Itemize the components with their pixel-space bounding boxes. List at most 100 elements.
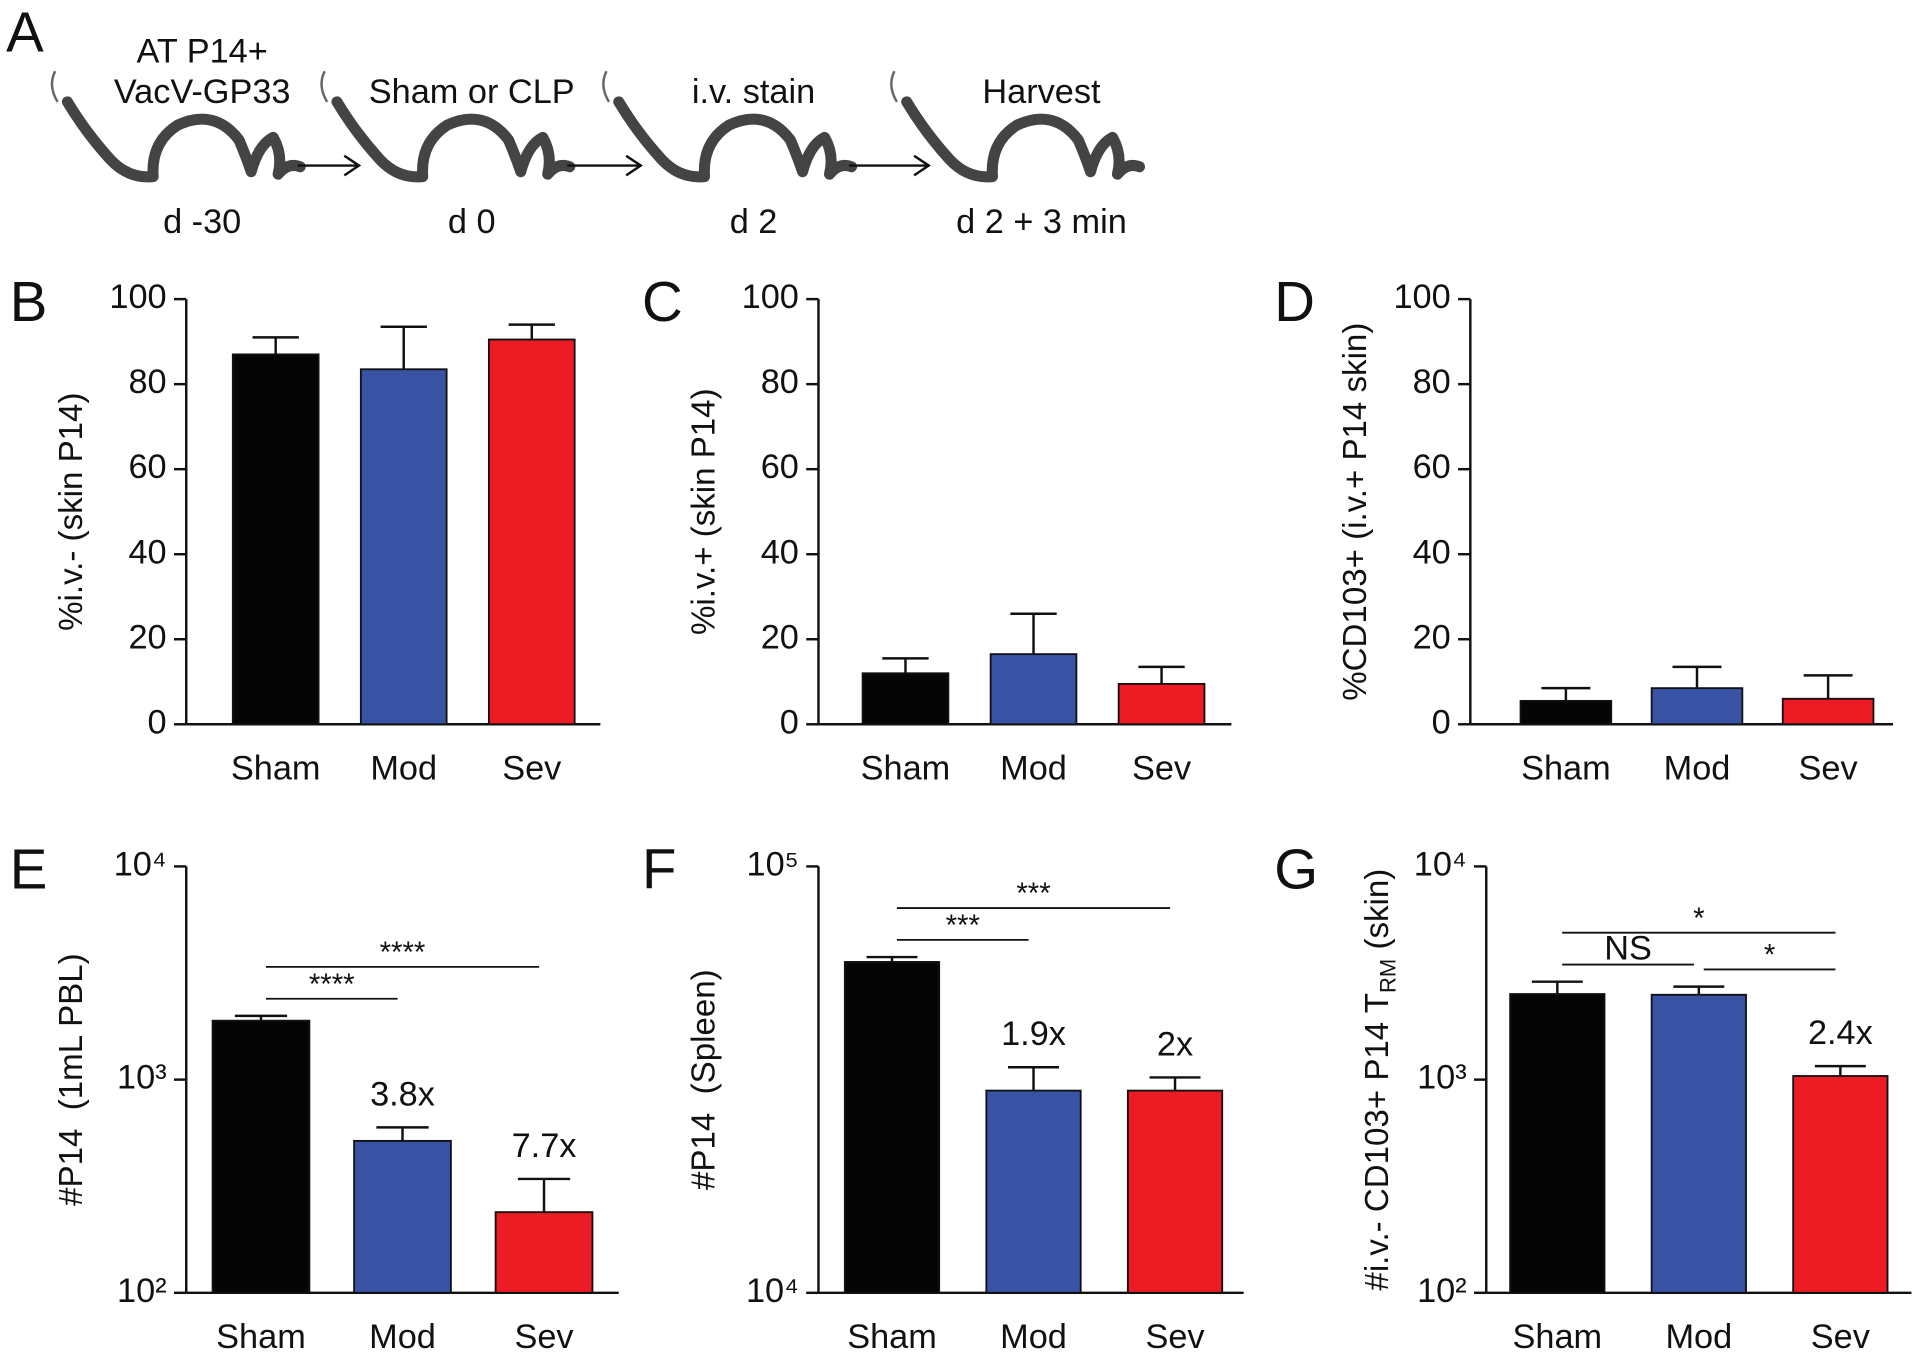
x-tick-label: Sev	[1145, 1318, 1205, 1353]
bar	[1117, 682, 1206, 726]
y-tick-label: 40	[1413, 533, 1451, 571]
mouse-body	[613, 96, 858, 183]
error-bar	[380, 325, 427, 370]
step-label: Harvest	[982, 73, 1101, 111]
y-tick-label: 40	[761, 533, 799, 571]
y-tick-label: 10⁵	[747, 845, 799, 883]
y-tick-label: 60	[761, 448, 799, 486]
y-axis-label-end: (skin)	[1359, 869, 1396, 959]
panel-letter: E	[10, 837, 48, 900]
significance-label: ****	[309, 968, 355, 1001]
significance-label: ***	[1016, 877, 1050, 910]
y-tick-label: 20	[761, 618, 799, 656]
step-label: i.v. stain	[692, 73, 815, 111]
y-tick-label: 100	[109, 278, 166, 316]
fold-change-label: 2x	[1157, 1025, 1193, 1063]
bar	[1519, 699, 1613, 726]
bar	[1650, 993, 1747, 1294]
mouse-tail	[50, 70, 59, 103]
step-time: d 0	[448, 203, 496, 241]
x-tick-label: Sham	[216, 1318, 306, 1353]
y-tick-label: 10³	[117, 1059, 167, 1097]
error-bar	[882, 657, 929, 674]
x-tick-label: Sev	[514, 1318, 574, 1353]
fold-change-label: 3.8x	[370, 1075, 435, 1113]
bar	[1509, 993, 1606, 1294]
error-bar	[1010, 612, 1057, 655]
significance-label: ***	[946, 909, 980, 942]
x-tick-label: Mod	[1000, 1318, 1067, 1353]
error-bar	[252, 336, 299, 355]
significance-label: *	[1764, 939, 1775, 972]
error-bar	[1008, 1066, 1059, 1091]
y-tick-label: 10⁴	[746, 1272, 799, 1310]
arrow	[567, 154, 644, 177]
mouse-body	[901, 96, 1146, 183]
y-tick-label: 0	[148, 703, 167, 741]
x-tick-label: Sev	[1132, 749, 1192, 787]
error-bar	[1672, 665, 1722, 689]
panel-letter: D	[1274, 270, 1315, 333]
y-tick-label: 10⁴	[1414, 845, 1467, 883]
mouse-body	[61, 96, 306, 183]
y-tick-label: 80	[761, 363, 799, 401]
y-tick-label: 20	[1413, 618, 1451, 656]
bar	[1792, 1075, 1889, 1294]
y-axis-label: %CD103+ (i.v.+ P14 skin)	[1337, 323, 1374, 701]
x-tick-label: Mod	[370, 749, 437, 787]
y-tick-label: 10²	[117, 1272, 167, 1310]
mouse-icon	[602, 70, 858, 183]
y-tick-label: 60	[128, 448, 166, 486]
step-label: VacV-GP33	[114, 73, 291, 111]
error-bar	[1138, 665, 1185, 684]
arrow	[849, 154, 931, 177]
y-tick-label: 10²	[1417, 1272, 1467, 1310]
x-tick-label: Sev	[1811, 1318, 1871, 1353]
error-bar	[1149, 1076, 1201, 1091]
y-tick-label: 80	[128, 363, 166, 401]
mouse-icon	[320, 70, 576, 183]
x-tick-label: Sev	[1799, 749, 1859, 787]
y-axis-label: #P14 (Spleen)	[685, 969, 722, 1190]
error-bar	[1541, 686, 1591, 701]
bar	[494, 1211, 594, 1294]
panel-letter: A	[6, 1, 44, 64]
bar	[989, 653, 1078, 726]
bar	[843, 961, 941, 1294]
bar	[231, 353, 320, 726]
bar	[1126, 1089, 1224, 1294]
bar	[487, 338, 576, 726]
y-axis-label-main: #P14 (Spleen)	[685, 969, 722, 1190]
step-label: Sham or CLP	[369, 73, 575, 111]
error-bar	[1531, 980, 1583, 995]
y-tick-label: 10⁴	[114, 845, 167, 883]
significance-label: NS	[1604, 930, 1652, 968]
error-bar	[1803, 674, 1853, 699]
y-tick-label: 80	[1413, 363, 1451, 401]
fold-change-label: 2.4x	[1808, 1014, 1873, 1052]
y-tick-label: 60	[1413, 448, 1451, 486]
error-bar	[517, 1177, 571, 1213]
bar	[1650, 687, 1744, 726]
panel-letter: F	[642, 837, 676, 900]
x-tick-label: Mod	[1665, 1318, 1732, 1353]
bar	[985, 1089, 1082, 1294]
panel-letter: B	[10, 270, 48, 333]
x-tick-label: Sham	[1521, 749, 1611, 787]
step-label: AT P14+	[137, 33, 268, 71]
bar	[861, 672, 950, 726]
fold-change-label: 1.9x	[1001, 1015, 1066, 1053]
significance-label: ****	[380, 936, 426, 969]
y-axis-label-main: %i.v.- (skin P14)	[53, 393, 90, 631]
error-bar	[1814, 1064, 1866, 1076]
x-tick-label: Sev	[502, 749, 562, 787]
y-axis-label: %i.v.- (skin P14)	[53, 393, 90, 631]
y-axis-label: #i.v.- CD103+ P14 TRM (skin)	[1359, 869, 1400, 1291]
x-tick-label: Sham	[1513, 1318, 1603, 1353]
bar	[211, 1019, 311, 1294]
y-tick-label: 100	[742, 278, 799, 316]
error-bar	[508, 323, 555, 340]
x-tick-label: Sham	[861, 749, 951, 787]
y-axis-label: %i.v.+ (skin P14)	[685, 388, 722, 635]
y-tick-label: 10³	[1417, 1059, 1467, 1097]
